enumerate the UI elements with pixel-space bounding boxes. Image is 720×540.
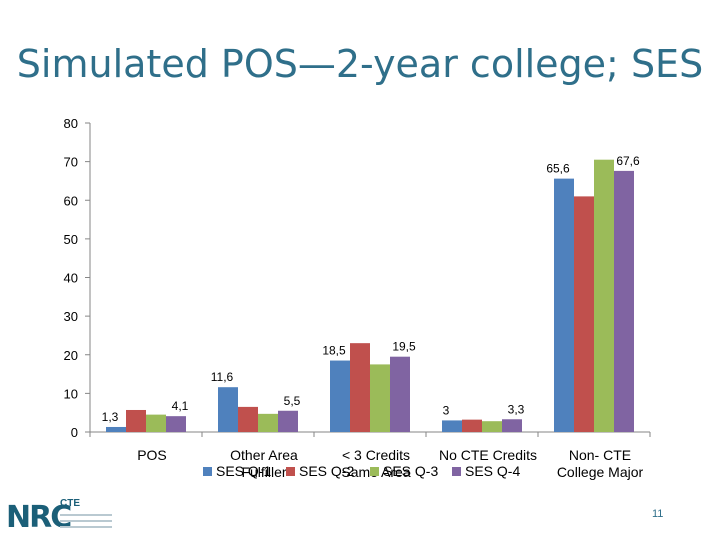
bar <box>594 159 614 432</box>
y-tick-label: 60 <box>64 193 78 208</box>
slide-title: Simulated POS—2-year college; SES <box>16 42 704 86</box>
legend-swatch <box>370 467 379 476</box>
legend-label: SES Q-4 <box>465 463 520 479</box>
bar <box>574 196 594 432</box>
bar <box>350 343 370 432</box>
bar <box>554 178 574 432</box>
x-category-label: POS <box>137 447 167 463</box>
bar <box>278 410 298 432</box>
data-label: 65,6 <box>546 162 570 176</box>
legend-swatch <box>286 467 295 476</box>
data-label: 1,3 <box>102 410 119 424</box>
logo-line <box>60 514 112 516</box>
y-tick-label: 40 <box>64 271 78 286</box>
data-label: 18,5 <box>322 344 346 358</box>
bar <box>370 364 390 432</box>
y-tick-label: 50 <box>64 232 78 247</box>
data-label: 67,6 <box>616 154 640 168</box>
x-category-label: Other Area <box>230 447 298 463</box>
data-label: 11,6 <box>211 370 234 384</box>
data-label: 4,1 <box>172 399 189 413</box>
page-number: 11 <box>652 508 664 520</box>
legend-swatch <box>452 467 461 476</box>
bar <box>502 419 522 432</box>
legend-swatch <box>203 467 212 476</box>
logo-sub-text: CTE <box>60 498 80 509</box>
y-tick-label: 70 <box>64 155 78 170</box>
y-tick-label: 80 <box>64 116 78 131</box>
legend-label: SES Q-2 <box>299 463 354 479</box>
y-tick-label: 20 <box>64 348 78 363</box>
bar-chart: 0 10 20 30 40 50 60 70 80 1,3 4,1 11,6 5,5 18,5 19,5 3 3… <box>64 116 651 480</box>
bar <box>390 356 410 432</box>
bar <box>442 420 462 432</box>
x-category-label: College Major <box>557 464 644 480</box>
y-tick-label: 10 <box>64 386 78 401</box>
bar <box>126 409 146 432</box>
data-label: 5,5 <box>284 394 301 408</box>
data-label: 3,3 <box>508 402 525 416</box>
y-tick-label: 0 <box>71 425 78 440</box>
x-category-label: < 3 Credits <box>342 447 410 463</box>
bar <box>146 414 166 432</box>
nrc-cte-logo: NRC CTE <box>6 496 126 536</box>
bar <box>462 419 482 432</box>
x-category-label: Fulfiller <box>241 464 286 480</box>
logo-line <box>60 520 112 522</box>
bar <box>218 387 238 432</box>
data-label: 19,5 <box>392 340 416 354</box>
legend-label: SES Q-1 <box>216 463 271 479</box>
bar <box>258 413 278 432</box>
bar <box>482 421 502 432</box>
x-category-label: No CTE Credits <box>439 447 537 463</box>
y-tick-label: 30 <box>64 309 78 324</box>
bar <box>614 170 634 432</box>
logo-line <box>60 526 112 528</box>
bar <box>166 416 186 432</box>
bar <box>330 360 350 432</box>
logo-main-text: NRC <box>6 500 72 535</box>
bar <box>238 406 258 432</box>
x-category-label: Non- CTE <box>569 447 631 463</box>
legend-label: SES Q-3 <box>383 463 438 479</box>
data-label: 3 <box>443 403 450 417</box>
bar <box>106 426 126 432</box>
